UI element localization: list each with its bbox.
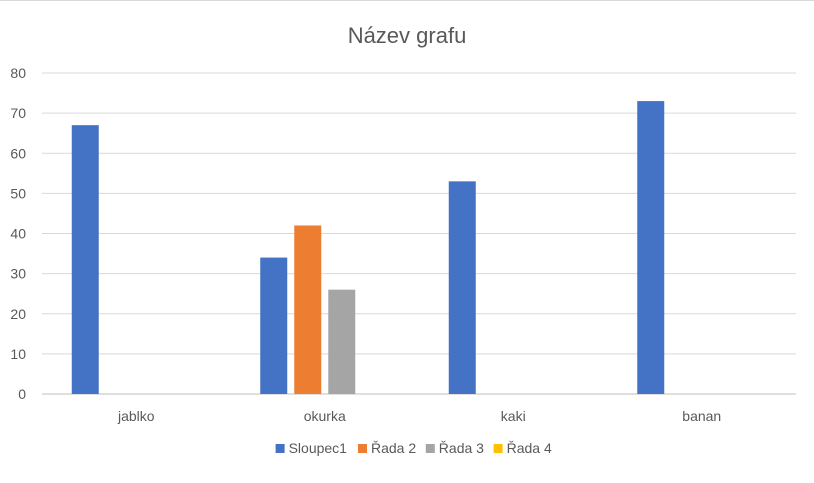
legend-label: Sloupec1 [289, 440, 348, 456]
legend-item-řada-2[interactable]: Řada 2 [358, 440, 416, 456]
legend-swatch [493, 444, 503, 453]
bar-řada-2-okurka[interactable] [294, 225, 322, 394]
legend-item-řada-4[interactable]: Řada 4 [493, 440, 552, 456]
y-tick-label: 0 [18, 386, 26, 402]
y-tick-label: 50 [10, 185, 26, 201]
x-tick-label: jablko [117, 408, 155, 424]
x-tick-label: banan [682, 408, 721, 424]
y-tick-label: 80 [10, 65, 26, 81]
legend: Sloupec1 Řada 2 Řada 3 Řada 4 [275, 440, 552, 456]
y-tick-label: 20 [10, 306, 26, 322]
legend-item-řada-3[interactable]: Řada 3 [425, 440, 484, 456]
bar-sloupec1-kaki[interactable] [448, 181, 476, 394]
x-axis-labels: jablko okurka kaki banan [117, 408, 721, 424]
y-tick-label: 70 [10, 105, 26, 121]
y-tick-label: 40 [10, 226, 26, 242]
x-tick-label: kaki [501, 408, 526, 424]
bar-sloupec1-banan[interactable] [637, 101, 665, 395]
legend-item-sloupec1[interactable]: Sloupec1 [275, 440, 348, 456]
bar-sloupec1-okurka[interactable] [260, 257, 288, 394]
legend-label: Řada 2 [371, 440, 416, 456]
bars [71, 101, 665, 395]
legend-label: Řada 4 [507, 440, 552, 456]
legend-label: Řada 3 [439, 440, 484, 456]
legend-swatch [425, 444, 435, 453]
bar-řada-3-okurka[interactable] [328, 289, 356, 394]
legend-swatch [358, 444, 367, 453]
bar-sloupec1-jablko[interactable] [71, 125, 99, 394]
legend-swatch [275, 444, 285, 453]
y-tick-label: 30 [10, 266, 26, 282]
chart-title: Název grafu [348, 23, 467, 48]
y-tick-label: 60 [10, 145, 26, 161]
x-tick-label: okurka [304, 408, 346, 424]
gridlines [42, 72, 796, 395]
y-axis-ticks: 0 10 20 30 40 50 60 70 80 [10, 65, 26, 402]
y-tick-label: 10 [10, 346, 26, 362]
